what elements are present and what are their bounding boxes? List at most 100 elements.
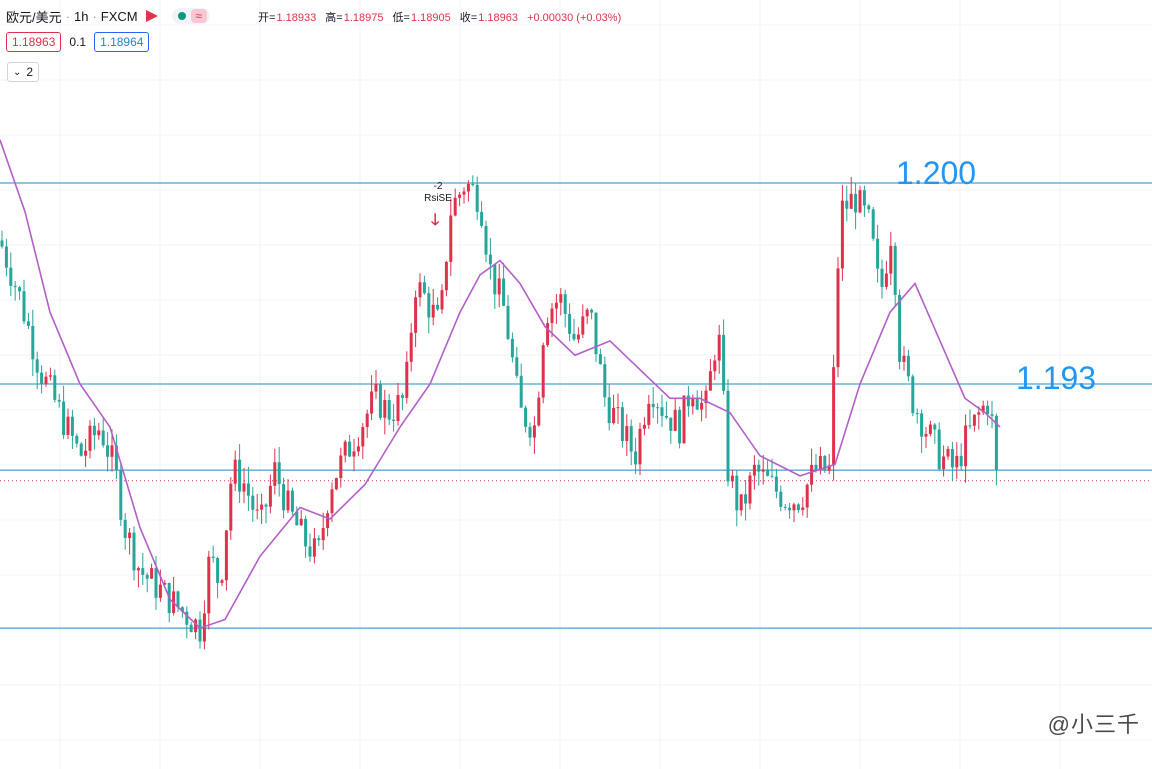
candle-body [840, 200, 844, 269]
interval-label[interactable]: 1h [73, 8, 89, 24]
candle-body [418, 282, 422, 298]
candle-body [607, 397, 611, 424]
candle-body [845, 200, 849, 209]
candle-body [629, 426, 633, 452]
candle-body [308, 546, 312, 557]
candle-body [211, 556, 215, 558]
candle-body [585, 309, 589, 317]
indicators-collapse-button[interactable]: ⌄ 2 [7, 62, 40, 82]
candle-body [277, 462, 281, 485]
candle-body [299, 518, 303, 526]
candle-body [229, 483, 233, 531]
candle-body [158, 584, 162, 598]
candle-body [0, 240, 4, 247]
moving-average-line [0, 139, 1001, 629]
candle-body [616, 407, 620, 409]
candle-body [378, 383, 382, 418]
candle-body [387, 400, 391, 420]
wave-icon: ≈ [190, 9, 207, 23]
candle-body [955, 455, 959, 468]
candle-body [339, 455, 343, 479]
separator-dot: · [92, 8, 97, 24]
symbol-name[interactable]: 欧元/美元 [6, 9, 62, 25]
candle-body [22, 291, 26, 322]
level-label-1193: 1.193 [1016, 360, 1097, 396]
candle-body [383, 400, 387, 418]
candle-body [832, 367, 836, 466]
candle-body [185, 611, 189, 625]
candle-body [990, 414, 994, 416]
candle-body [801, 507, 805, 510]
candle-body [946, 448, 950, 457]
candle-body [638, 428, 642, 465]
indicator-count: 2 [26, 65, 34, 79]
candle-body [304, 518, 308, 547]
candle-body [810, 464, 814, 485]
candle-body [642, 424, 646, 429]
candle-body [805, 484, 809, 508]
candle-body [202, 613, 206, 642]
candle-body [594, 312, 598, 355]
candle-body [110, 445, 114, 457]
candle-body [484, 225, 488, 255]
candle-body [986, 405, 990, 415]
candle-body [598, 354, 602, 365]
candle-body [348, 441, 352, 457]
candle-body [502, 278, 506, 306]
candle-body [330, 489, 334, 514]
candle-body [524, 407, 528, 427]
candle-body [79, 443, 83, 456]
candle-body [154, 568, 158, 598]
candle-body [911, 376, 915, 414]
candle-body [924, 433, 928, 437]
candle-body [950, 448, 954, 468]
close-value: 1.18963 [478, 12, 518, 24]
candle-body [625, 426, 629, 442]
candle-body [233, 459, 237, 484]
candle-body [691, 398, 695, 407]
candle-body [427, 293, 431, 318]
candle-body [238, 459, 242, 492]
candle-body [717, 334, 721, 361]
buy-button[interactable]: 1.18964 [94, 32, 150, 52]
candle-body [53, 375, 57, 400]
candle-body [603, 364, 607, 398]
candle-body [902, 355, 906, 362]
flag-icon[interactable] [145, 10, 158, 22]
candle-body [414, 297, 418, 333]
candle-body [471, 183, 475, 185]
candle-body [392, 419, 396, 422]
candle-body [994, 415, 998, 471]
candle-body [255, 509, 259, 511]
candle-body [660, 407, 664, 416]
candle-body [612, 407, 616, 424]
candle-body [700, 403, 704, 410]
candles [0, 175, 998, 650]
candle-body [312, 538, 316, 557]
candle-body [537, 397, 541, 426]
candle-body [422, 282, 426, 294]
candle-body [880, 268, 884, 287]
candle-body [26, 321, 30, 326]
candle-body [321, 528, 325, 541]
candle-body [752, 464, 756, 476]
candle-body [444, 261, 448, 291]
candle-body [400, 395, 404, 398]
candle-body [458, 194, 462, 198]
sell-button[interactable]: 1.18963 [6, 32, 62, 52]
candle-body [189, 624, 193, 633]
candle-body [141, 568, 145, 575]
horizontal-levels [0, 182, 1152, 629]
candle-body [510, 338, 514, 358]
candle-body [295, 511, 299, 526]
candle-body [106, 445, 110, 457]
market-status-pill[interactable]: ≈ [171, 8, 210, 24]
candle-body [766, 469, 770, 476]
close-label: 收= [459, 12, 478, 24]
candle-body [735, 475, 739, 511]
candle-body [431, 304, 435, 318]
candle-body [290, 490, 294, 512]
candle-body [515, 357, 519, 376]
candle-body [757, 464, 761, 472]
